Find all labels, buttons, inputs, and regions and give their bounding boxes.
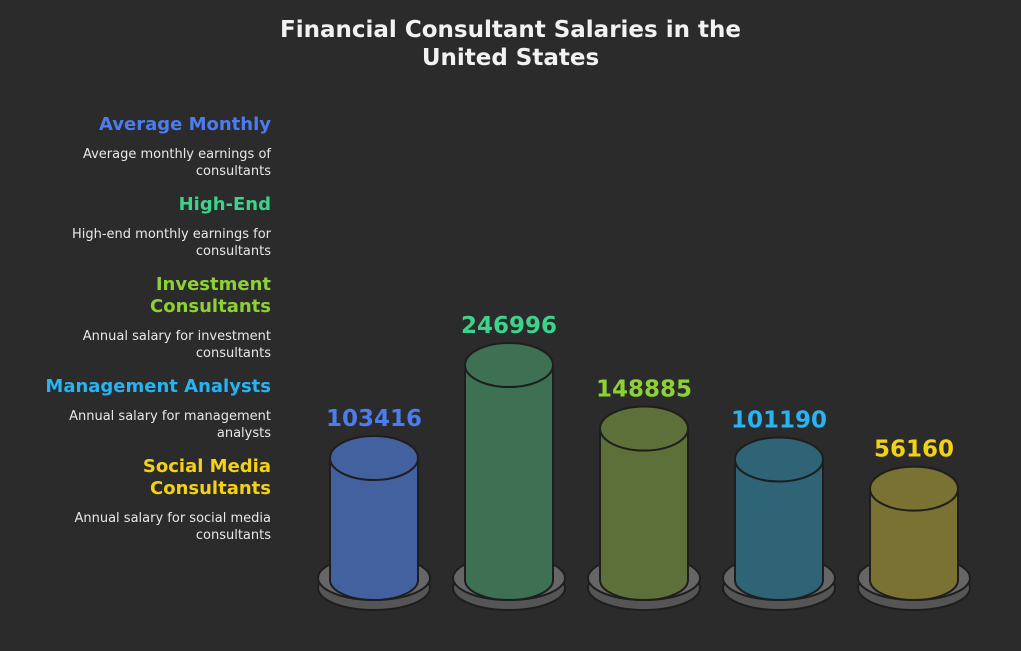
data-label: 246996 bbox=[461, 313, 557, 339]
bar bbox=[329, 457, 419, 601]
data-label: 103416 bbox=[326, 406, 422, 432]
legend-item-social-media-consultants: Social Media Consultants Annual salary f… bbox=[30, 456, 271, 544]
bar-top bbox=[464, 342, 554, 388]
bar bbox=[464, 364, 554, 601]
bar bbox=[599, 427, 689, 601]
legend-heading: Average Monthly bbox=[98, 114, 271, 135]
legend-heading: Investment Consultants bbox=[150, 274, 271, 317]
legend: Average Monthly Average monthly earnings… bbox=[30, 114, 271, 558]
bar-top bbox=[734, 436, 824, 483]
legend-description: Annual salary for social media consultan… bbox=[74, 511, 271, 543]
legend-heading: Social Media Consultants bbox=[142, 456, 271, 499]
bar-top bbox=[329, 435, 419, 482]
bar bbox=[869, 487, 959, 601]
legend-description: Annual salary for investment consultants bbox=[82, 329, 271, 361]
data-label: 56160 bbox=[874, 437, 954, 463]
legend-description: Annual salary for management analysts bbox=[69, 409, 271, 441]
legend-item-investment-consultants: Investment Consultants Annual salary for… bbox=[30, 274, 271, 362]
legend-item-high-end: High-End High-end monthly earnings for c… bbox=[30, 194, 271, 260]
legend-description: High-end monthly earnings for consultant… bbox=[71, 227, 271, 259]
chart-title-line-1: Financial Consultant Salaries in the bbox=[280, 17, 741, 43]
bar-top bbox=[599, 405, 689, 452]
chart-title: Financial Consultant Salaries in the Uni… bbox=[0, 16, 1021, 72]
bar-top bbox=[869, 465, 959, 512]
data-label: 148885 bbox=[596, 377, 692, 403]
bar bbox=[734, 458, 824, 601]
data-label: 101190 bbox=[731, 407, 827, 433]
chart-title-line-2: United States bbox=[421, 45, 600, 71]
legend-heading: High-End bbox=[178, 194, 271, 215]
legend-item-management-analysts: Management Analysts Annual salary for ma… bbox=[30, 376, 271, 442]
legend-description: Average monthly earnings of consultants bbox=[82, 147, 271, 179]
legend-item-average-monthly: Average Monthly Average monthly earnings… bbox=[30, 114, 271, 180]
legend-heading: Management Analysts bbox=[45, 376, 271, 397]
